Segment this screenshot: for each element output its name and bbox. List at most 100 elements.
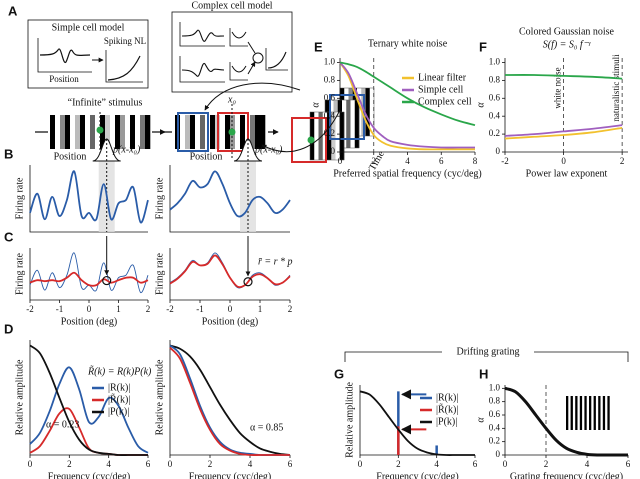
axis-line [169, 340, 290, 456]
series-line [29, 366, 149, 454]
series-line [504, 74, 623, 80]
x-tick-label: 0 [561, 156, 566, 166]
grating-stripe [589, 396, 592, 430]
stimulus-stripe [365, 88, 371, 136]
filter-box [291, 117, 327, 163]
annotation: p(x-x₀) [254, 144, 283, 155]
series-line [339, 61, 475, 151]
panel-label: D [4, 321, 13, 336]
stimulus-stripe [354, 100, 360, 148]
grating-stripe [598, 396, 601, 430]
stimulus-stripe [318, 112, 324, 160]
stimulus-stripe [260, 115, 266, 149]
stimulus-stripe [335, 112, 341, 160]
decoration [265, 48, 288, 71]
x-tick-label: 2 [67, 459, 72, 469]
x-tick-label: 4 [248, 459, 253, 469]
decoration [181, 62, 225, 77]
annotation: r̄ = r * p [258, 256, 293, 267]
x-tick-label: 2 [620, 156, 625, 166]
legend-label: Complex cell [418, 96, 472, 107]
decoration [27, 19, 149, 89]
stimulus-stripe [70, 115, 76, 149]
panel-label: F [479, 39, 487, 54]
decoration [231, 31, 247, 73]
decoration [247, 41, 255, 75]
legend-label: Linear filter [418, 72, 467, 83]
x-tick-label: -1 [56, 304, 64, 314]
stimulus-stripe [331, 112, 336, 160]
x-tick-label: 4 [405, 156, 410, 166]
x-axis-label: Grating frequency (cyc/deg) [510, 471, 623, 479]
model-title: Simple cell model [52, 22, 125, 33]
y-axis-label: Firing rate [154, 252, 165, 294]
stimulus-stripe [210, 115, 216, 149]
decoration [267, 51, 287, 69]
y-axis-label: Relative amplitude [14, 359, 25, 435]
y-tick-label: 0.2 [324, 128, 335, 138]
x-tick-label: 6 [288, 459, 293, 469]
stimulus-stripe [90, 115, 96, 149]
series-line [504, 126, 623, 140]
decoration [181, 29, 225, 42]
filter-box [177, 112, 209, 152]
y-axis-label: α [310, 102, 321, 108]
x-tick-label: -2 [501, 156, 509, 166]
stimulus-stripe [190, 115, 196, 149]
position-dot [96, 126, 104, 134]
legend-label: |R̃(k)| [108, 392, 130, 405]
y-tick-label: 0.2 [489, 436, 500, 446]
axis-label: Position [49, 74, 79, 84]
y-tick-label: 0.8 [489, 396, 501, 406]
grating-stripe [584, 396, 587, 430]
y-axis-label: Relative amplitude [154, 359, 165, 435]
y-axis-label: Firing rate [154, 177, 165, 219]
stimulus-stripe [135, 115, 141, 149]
x-tick-label: 6 [626, 459, 631, 469]
decoration [37, 38, 92, 73]
x-tick-label: 0 [28, 459, 33, 469]
y-axis-label: Firing rate [14, 252, 25, 294]
marker [243, 277, 253, 287]
x-tick-label: 4 [434, 459, 439, 469]
legend-label: |R̃(k)| [436, 402, 458, 415]
decoration [105, 50, 143, 83]
decoration [204, 82, 301, 111]
annotation: p(x-x₀) [112, 144, 141, 155]
decoration [171, 11, 293, 93]
legend-label: |R(k)| [436, 392, 458, 403]
chart-subtitle: S(f) = S₀ f⁻ᵞ [543, 39, 591, 50]
marker [102, 275, 112, 286]
stimulus-stripe [60, 115, 66, 149]
stimulus-stripe [235, 115, 241, 149]
panel-label: E [314, 39, 323, 54]
stimulus-stripe [105, 115, 111, 149]
stimulus-stripe [65, 115, 71, 149]
series-line [29, 344, 148, 456]
stimulus-stripe [220, 115, 226, 149]
x-tick-label: 0 [338, 156, 343, 166]
x-tick-label: 0 [503, 459, 508, 469]
y-tick-label: 0.8 [324, 74, 336, 84]
x-tick-label: 6 [146, 459, 151, 469]
x-tick-label: 1 [258, 304, 263, 314]
position-dot [228, 128, 236, 136]
stimulus-stripe [255, 115, 261, 149]
y-tick-label: 0.6 [489, 409, 501, 419]
stimulus-stripe [339, 112, 345, 160]
grating-stripe [593, 396, 596, 430]
grating-stripe [602, 396, 606, 430]
stimulus-stripe [125, 115, 131, 149]
panel-label: H [479, 366, 488, 381]
grating-stripe [566, 396, 569, 430]
x-tick-label: 6 [439, 156, 444, 166]
alpha-label: α = 0.23 [46, 419, 79, 430]
x-tick-label: 0 [168, 459, 173, 469]
series-line [169, 344, 290, 456]
stimulus-stripe [314, 112, 319, 160]
position-dot [307, 136, 315, 144]
legend-label: |R(k)| [108, 382, 130, 393]
x-axis-label: Preferred spatial frequency (cyc/deg) [333, 168, 482, 179]
y-tick-label: 0.6 [489, 92, 501, 102]
x-tick-label: -1 [196, 304, 204, 314]
